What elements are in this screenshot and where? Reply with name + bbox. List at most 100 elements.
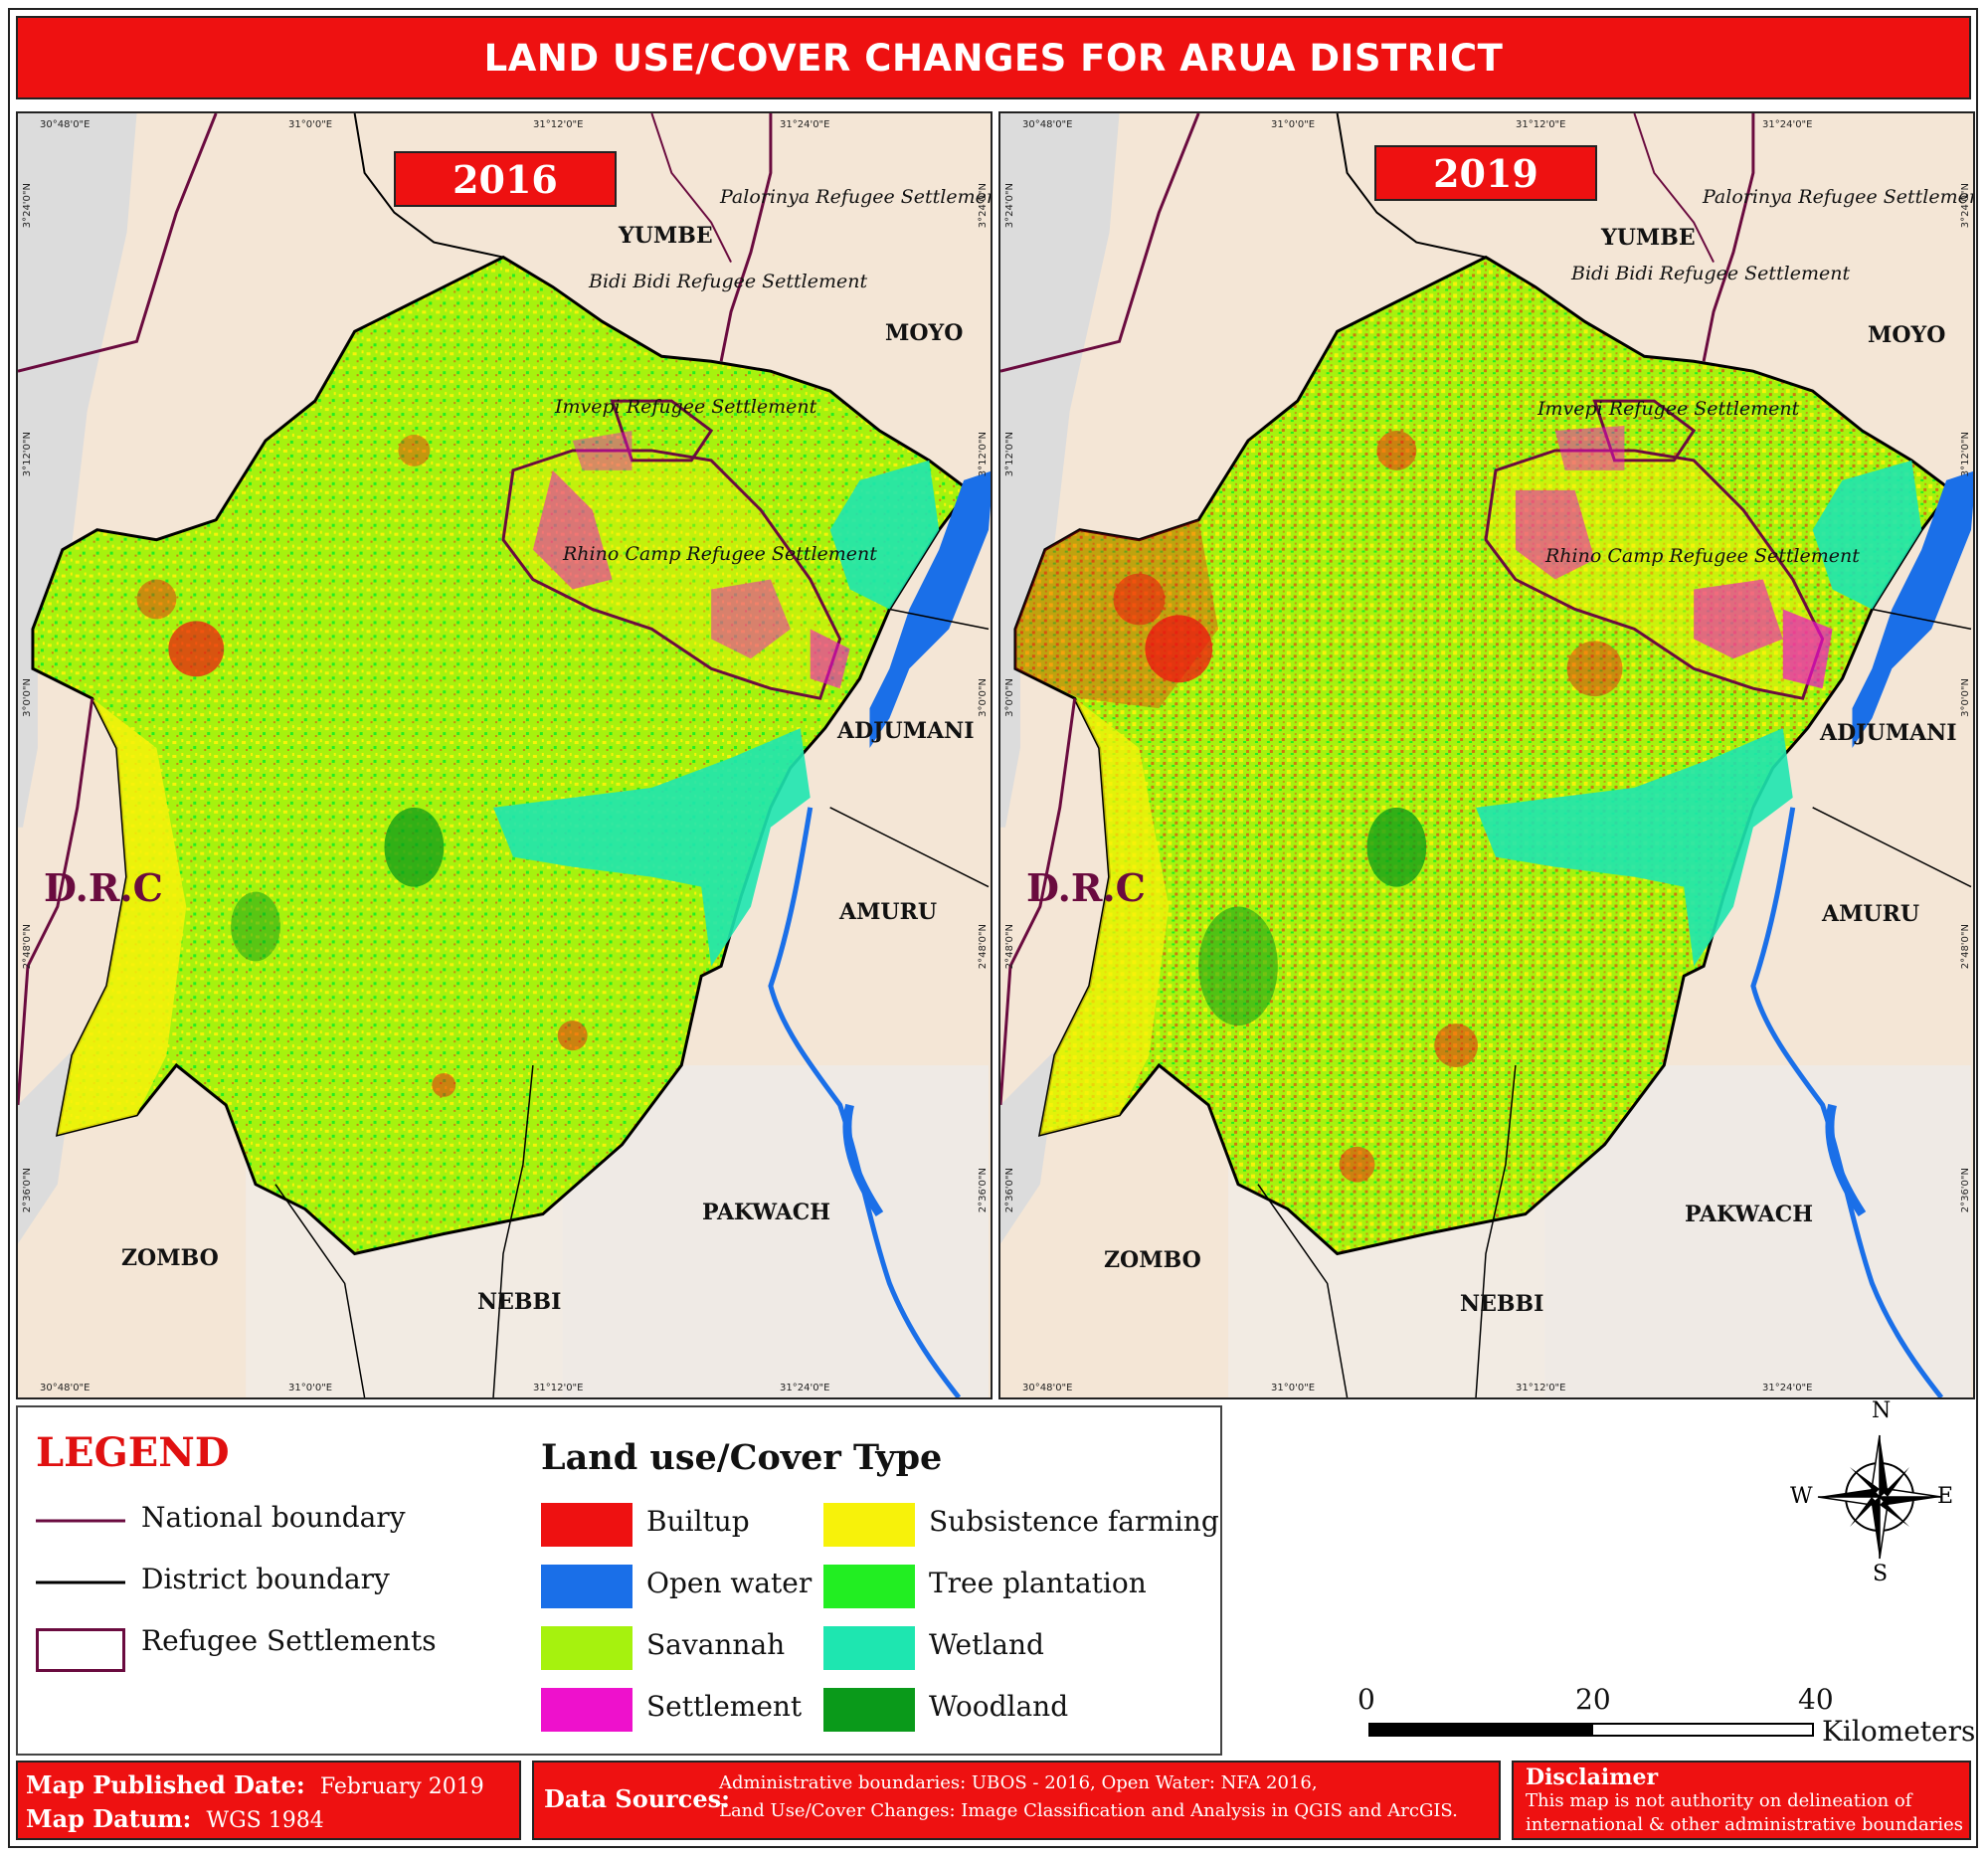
map-frame: [8, 8, 1978, 1848]
coord-top-3: 31°24'0"E: [1762, 119, 1813, 130]
label-yumbe: YUMBE: [1601, 225, 1696, 251]
coord-bottom-3: 31°24'0"E: [780, 1383, 830, 1393]
scale-tick-20: 20: [1575, 1683, 1611, 1716]
compass-s: S: [1873, 1562, 1889, 1586]
coord-left-0: 3°24'0"N: [22, 183, 33, 229]
coord-right-3: 2°48'0"N: [978, 924, 989, 970]
coord-top-2: 31°12'0"E: [533, 119, 584, 130]
scale-unit: Kilometers: [1822, 1715, 1976, 1748]
legend-refugee-settlements: Refugee Settlements: [141, 1624, 437, 1657]
coord-left-3: 2°48'0"N: [22, 924, 33, 970]
label-tree-plantation: Tree plantation: [929, 1567, 1147, 1599]
label-adjumani: ADJUMANI: [1820, 720, 1957, 746]
sources-label: Data Sources:: [544, 1784, 731, 1813]
label-moyo: MOYO: [1868, 322, 1946, 348]
label-drc: D.R.C: [1026, 865, 1146, 910]
coord-top-2: 31°12'0"E: [1516, 119, 1566, 130]
coord-left-3: 2°48'0"N: [1004, 924, 1015, 970]
compass-w: W: [1790, 1484, 1813, 1509]
label-zombo: ZOMBO: [1104, 1247, 1201, 1273]
label-yumbe: YUMBE: [619, 223, 713, 249]
compass-rose-icon: [1817, 1434, 1942, 1560]
label-nebbi: NEBBI: [1460, 1291, 1544, 1317]
coord-left-0: 3°24'0"N: [1004, 183, 1015, 229]
sources-line1: Administrative boundaries: UBOS - 2016, …: [719, 1772, 1318, 1793]
label-palorinya: Palorinya Refugee Settlement: [720, 186, 993, 208]
label-pakwach: PAKWACH: [702, 1200, 831, 1225]
disclaimer-title: Disclaimer: [1526, 1764, 1659, 1790]
label-rhino: Rhino Camp Refugee Settlement: [1545, 545, 1860, 567]
label-drc: D.R.C: [44, 865, 163, 910]
coord-right-4: 2°36'0"N: [1960, 1168, 1971, 1213]
label-nebbi: NEBBI: [477, 1289, 562, 1315]
swatch-savannah: [541, 1626, 633, 1670]
coord-left-4: 2°36'0"N: [22, 1168, 33, 1213]
refugee-settlement-swatch: [36, 1628, 125, 1672]
scale-tick-40: 40: [1798, 1683, 1834, 1716]
label-adjumani: ADJUMANI: [837, 718, 975, 744]
coord-left-1: 3°12'0"N: [1004, 432, 1015, 477]
coord-bottom-0: 30°48'0"E: [1022, 1383, 1073, 1393]
coord-right-3: 2°48'0"N: [1960, 924, 1971, 970]
legend-box: LEGEND National boundary District bounda…: [16, 1405, 1222, 1756]
sources-line2: Land Use/Cover Changes: Image Classifica…: [719, 1800, 1458, 1821]
label-settlement: Settlement: [646, 1690, 803, 1723]
map-panel-2016: 30°48'0"E 31°0'0"E 31°12'0"E 31°24'0"E 3…: [16, 111, 993, 1399]
swatch-subsistence-farming: [823, 1503, 915, 1547]
label-bidibidi: Bidi Bidi Refugee Settlement: [1571, 263, 1851, 284]
map-title: LAND USE/COVER CHANGES FOR ARUA DISTRICT: [483, 36, 1504, 80]
year-badge-2016: 2016: [394, 151, 617, 207]
swatch-settlement: [541, 1688, 633, 1732]
label-moyo: MOYO: [885, 320, 964, 346]
map-2016-graphic: [18, 113, 991, 1397]
label-amuru: AMURU: [1822, 901, 1920, 927]
swatch-wetland: [823, 1626, 915, 1670]
national-boundary-swatch: [36, 1519, 125, 1523]
footer-sources: Data Sources: Administrative boundaries:…: [532, 1761, 1501, 1840]
coord-right-2: 3°0'0"N: [1960, 678, 1971, 717]
coord-right-4: 2°36'0"N: [978, 1168, 989, 1213]
swatch-tree-plantation: [823, 1565, 915, 1608]
compass-rose: N S E W: [1790, 1398, 1953, 1586]
coord-left-2: 3°0'0"N: [1004, 678, 1015, 717]
published-value: February 2019: [319, 1774, 484, 1799]
title-banner: LAND USE/COVER CHANGES FOR ARUA DISTRICT: [16, 16, 1971, 99]
swatch-woodland: [823, 1688, 915, 1732]
scale-bar-white: [1591, 1723, 1814, 1737]
map-panel-2019: 30°48'0"E 31°0'0"E 31°12'0"E 31°24'0"E 3…: [998, 111, 1975, 1399]
label-open-water: Open water: [646, 1567, 813, 1599]
datum-value: WGS 1984: [206, 1808, 324, 1833]
disclaimer-line2: international & other administrative bou…: [1526, 1814, 1963, 1835]
legend-title: LEGEND: [36, 1429, 230, 1476]
year-badge-2019: 2019: [1374, 145, 1597, 201]
coord-top-0: 30°48'0"E: [40, 119, 90, 130]
footer-published: Map Published Date: February 2019 Map Da…: [16, 1761, 521, 1840]
coord-bottom-2: 31°12'0"E: [533, 1383, 584, 1393]
published-label: Map Published Date:: [26, 1770, 305, 1799]
label-palorinya: Palorinya Refugee Settlement: [1703, 186, 1975, 208]
label-zombo: ZOMBO: [121, 1245, 219, 1271]
coord-bottom-1: 31°0'0"E: [288, 1383, 333, 1393]
label-pakwach: PAKWACH: [1685, 1202, 1814, 1227]
coord-top-1: 31°0'0"E: [1271, 119, 1316, 130]
coord-left-2: 3°0'0"N: [22, 678, 33, 717]
map-2019-graphic: [1000, 113, 1973, 1397]
disclaimer-line1: This map is not authority on delineation…: [1526, 1790, 1912, 1811]
label-imvepi: Imvepi Refugee Settlement: [1537, 398, 1800, 420]
landuse-title: Land use/Cover Type: [541, 1437, 943, 1478]
coord-bottom-2: 31°12'0"E: [1516, 1383, 1566, 1393]
label-builtup: Builtup: [646, 1505, 750, 1538]
scale-bar-black: [1368, 1723, 1591, 1737]
district-boundary-swatch: [36, 1580, 125, 1584]
datum-label: Map Datum:: [26, 1804, 192, 1833]
coord-top-0: 30°48'0"E: [1022, 119, 1073, 130]
label-savannah: Savannah: [646, 1628, 786, 1661]
coord-left-1: 3°12'0"N: [22, 432, 33, 477]
swatch-open-water: [541, 1565, 633, 1608]
label-bidibidi: Bidi Bidi Refugee Settlement: [589, 271, 868, 292]
footer-disclaimer: Disclaimer This map is not authority on …: [1512, 1761, 1971, 1840]
coord-top-1: 31°0'0"E: [288, 119, 333, 130]
coord-right-1: 3°12'0"N: [978, 432, 989, 477]
legend-national-boundary: National boundary: [141, 1501, 406, 1534]
coord-right-1: 3°12'0"N: [1960, 432, 1971, 477]
